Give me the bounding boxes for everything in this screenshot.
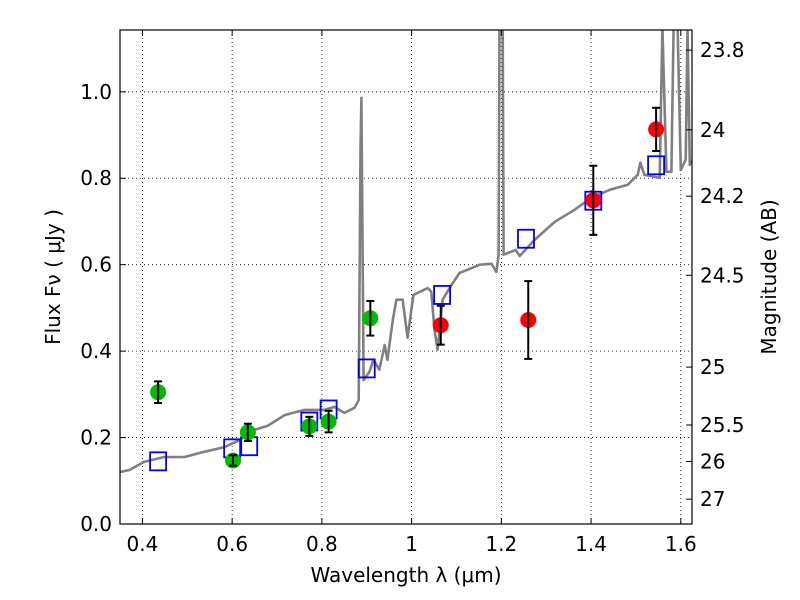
- y-tick-label: 0.6: [80, 253, 112, 277]
- model-spectrum-line: [120, 30, 692, 474]
- mag-tick-label: 23.8: [700, 38, 745, 62]
- plot-content: [120, 30, 692, 474]
- x-tick-label: 0.6: [216, 532, 248, 556]
- grid: [120, 30, 692, 525]
- axes: 0.4 0.6 0.8 1 1.2 1.4 1.6 0.0 0.2 0.4 0.6 0.8 1.0 23.…: [80, 30, 745, 556]
- x-tick-label: 0.8: [306, 532, 338, 556]
- mag-tick-label: 24.2: [700, 184, 745, 208]
- x-axis-label: Wavelength λ (μm): [310, 563, 501, 587]
- x-tick-label: 1.4: [575, 532, 607, 556]
- x-tick-label: 0.4: [127, 532, 159, 556]
- series-layer: [120, 30, 692, 474]
- y-tick-label: 0.2: [80, 426, 112, 450]
- x-tick-label: 1.6: [665, 532, 697, 556]
- plot-frame: [119, 29, 693, 525]
- model-photometry-square: [517, 228, 535, 249]
- y-tick-label: 0.4: [80, 339, 112, 363]
- y-tick-label: 0.0: [80, 512, 112, 536]
- y-axis-label: Flux Fν ( μJy ): [41, 209, 65, 345]
- y2-axis-label: Magnitude (AB): [757, 199, 781, 354]
- mag-tick-label: 24: [700, 118, 725, 142]
- x-tick-label: 1: [405, 532, 418, 556]
- mag-tick-label: 26: [700, 450, 725, 474]
- y-tick-label: 0.8: [80, 166, 112, 190]
- y-tick-label: 1.0: [80, 80, 112, 104]
- mag-tick-label: 27: [700, 487, 725, 511]
- mag-tick-label: 24.5: [700, 263, 745, 287]
- mag-tick-label: 25.5: [700, 413, 745, 437]
- x-tick-label: 1.2: [485, 532, 517, 556]
- model-photometry-square: [357, 358, 376, 379]
- model-photometry-square: [647, 155, 666, 176]
- model-photometry-square: [433, 285, 452, 305]
- mag-tick-label: 25: [700, 355, 725, 379]
- model-photometry-square: [149, 451, 168, 472]
